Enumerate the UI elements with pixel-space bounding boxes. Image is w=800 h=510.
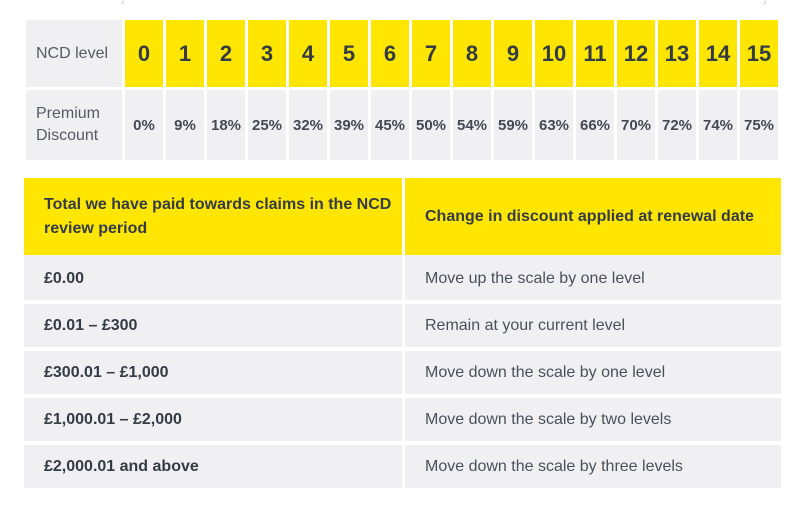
table-row: £2,000.01 and above Move down the scale … xyxy=(24,441,781,488)
claim-amount: £1,000.01 – £2,000 xyxy=(24,394,405,441)
discount-change: Move down the scale by one level xyxy=(405,347,781,394)
discount-cell: 9% xyxy=(166,90,207,160)
discount-cell: 59% xyxy=(494,90,535,160)
ncd-scale-table: NCD level 0 1 2 3 4 5 6 7 8 9 10 11 12 1… xyxy=(26,20,778,160)
discount-cell: 25% xyxy=(248,90,289,160)
ncd-level-cell: 2 xyxy=(207,20,248,90)
discount-cell: 0% xyxy=(125,90,166,160)
ncd-level-cell: 11 xyxy=(576,20,617,90)
discount-cell: 63% xyxy=(535,90,576,160)
ncd-level-cell: 7 xyxy=(412,20,453,90)
discount-cell: 75% xyxy=(740,90,778,160)
scroll-right-icon[interactable]: › xyxy=(763,0,767,6)
claim-amount: £0.00 xyxy=(24,255,405,300)
discount-cell: 39% xyxy=(330,90,371,160)
table-row: £1,000.01 – £2,000 Move down the scale b… xyxy=(24,394,781,441)
discount-cell: 70% xyxy=(617,90,658,160)
ncd-level-cell: 8 xyxy=(453,20,494,90)
ncd-level-cell: 3 xyxy=(248,20,289,90)
discount-cell: 32% xyxy=(289,90,330,160)
claim-amount: £0.01 – £300 xyxy=(24,300,405,347)
claim-amount: £300.01 – £1,000 xyxy=(24,347,405,394)
discount-change: Move up the scale by one level xyxy=(405,255,781,300)
discount-cell: 72% xyxy=(658,90,699,160)
premium-discount-header: Premium Discount xyxy=(26,90,125,160)
claims-impact-table: Total we have paid towards claims in the… xyxy=(24,178,781,488)
ncd-level-cell: 13 xyxy=(658,20,699,90)
discount-change: Move down the scale by two levels xyxy=(405,394,781,441)
ncd-level-cell: 0 xyxy=(125,20,166,90)
table-row: £0.00 Move up the scale by one level xyxy=(24,255,781,300)
discount-change-header: Change in discount applied at renewal da… xyxy=(405,178,781,255)
ncd-level-header: NCD level xyxy=(26,20,125,90)
ncd-level-cell: 6 xyxy=(371,20,412,90)
discount-cell: 18% xyxy=(207,90,248,160)
discount-cell: 66% xyxy=(576,90,617,160)
ncd-level-cell: 5 xyxy=(330,20,371,90)
ncd-level-cell: 1 xyxy=(166,20,207,90)
discount-cell: 54% xyxy=(453,90,494,160)
ncd-level-cell: 9 xyxy=(494,20,535,90)
claim-amount: £2,000.01 and above xyxy=(24,441,405,488)
table-row: £0.01 – £300 Remain at your current leve… xyxy=(24,300,781,347)
table-row: £300.01 – £1,000 Move down the scale by … xyxy=(24,347,781,394)
claims-header-row: Total we have paid towards claims in the… xyxy=(24,178,781,255)
ncd-level-cell: 14 xyxy=(699,20,740,90)
discount-change: Remain at your current level xyxy=(405,300,781,347)
ncd-level-row: NCD level 0 1 2 3 4 5 6 7 8 9 10 11 12 1… xyxy=(26,20,778,90)
discount-change: Move down the scale by three levels xyxy=(405,441,781,488)
premium-discount-row: Premium Discount 0% 9% 18% 25% 32% 39% 4… xyxy=(26,90,778,160)
claims-paid-header: Total we have paid towards claims in the… xyxy=(24,178,405,255)
ncd-level-cell: 12 xyxy=(617,20,658,90)
ncd-level-cell: 10 xyxy=(535,20,576,90)
discount-cell: 74% xyxy=(699,90,740,160)
discount-cell: 45% xyxy=(371,90,412,160)
ncd-level-cell: 15 xyxy=(740,20,778,90)
discount-cell: 50% xyxy=(412,90,453,160)
ncd-level-cell: 4 xyxy=(289,20,330,90)
scroll-left-icon[interactable]: ‹ xyxy=(121,0,125,6)
